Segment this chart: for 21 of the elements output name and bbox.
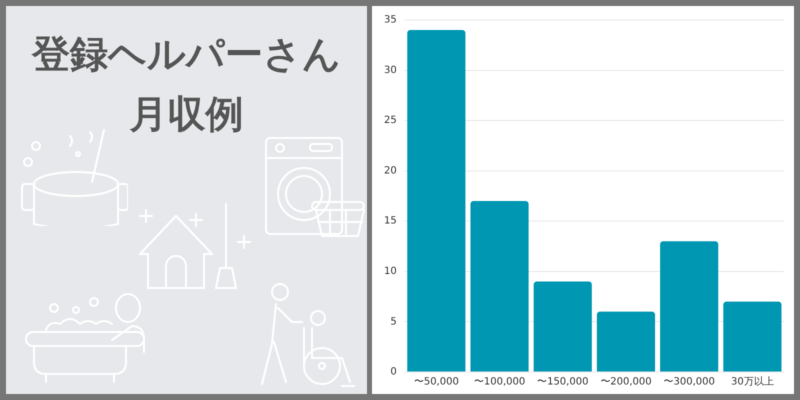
x-tick-label: 〜50,000 [414, 376, 459, 388]
bar [470, 201, 529, 372]
x-tick-label: 〜200,000 [600, 376, 652, 388]
x-tick-label: 〜300,000 [664, 376, 715, 388]
text: 登録ヘルパーさん月収例 [30, 31, 342, 138]
x-tick-label: 30万以上 [731, 376, 774, 388]
x-tick-label: 〜100,000 [474, 376, 526, 388]
y-tick-label: 15 [384, 216, 397, 227]
x-tick-label: 〜150,000 [537, 376, 588, 388]
bar [407, 30, 466, 372]
y-tick-label: 5 [390, 316, 397, 328]
bar [723, 302, 782, 372]
y-tick-label: 25 [384, 115, 397, 126]
y-tick-label: 30 [384, 64, 397, 76]
bar [534, 281, 592, 372]
bar [660, 241, 718, 372]
y-tick-label: 20 [384, 165, 397, 176]
bar [596, 312, 656, 372]
y-tick-label: 35 [384, 14, 397, 26]
y-tick-label: 0 [390, 366, 397, 378]
y-tick-label: 10 [384, 266, 397, 278]
